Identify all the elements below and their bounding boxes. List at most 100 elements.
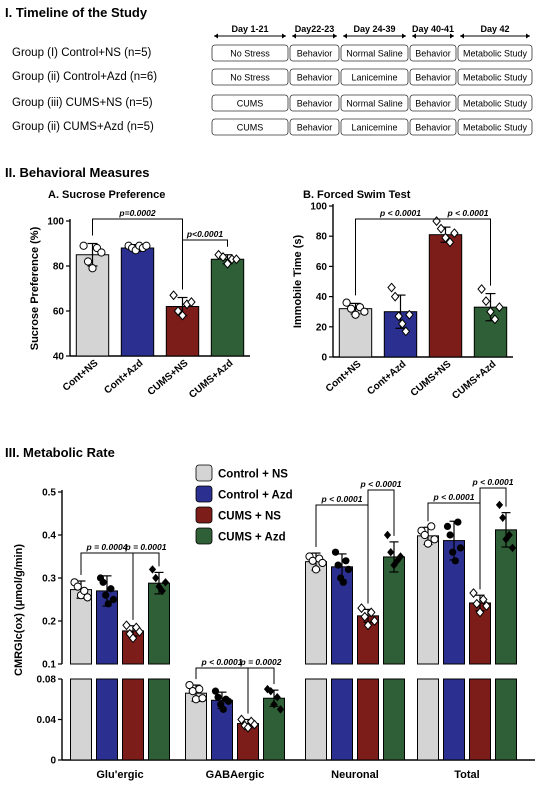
x-category-label: GABAergic: [206, 769, 265, 781]
timeline-table: Day 1-21 Day22-23 Day 24-39 Day 40-41 Day 42…: [12, 24, 533, 136]
timeline-cell-label: Behavior: [297, 123, 333, 133]
timeline-cell-label: Behavior: [297, 73, 333, 83]
y-tick-label: 0.2: [42, 617, 56, 628]
data-point: [449, 548, 457, 556]
data-point: [486, 306, 495, 317]
bar: [383, 556, 405, 665]
data-point: [436, 223, 446, 234]
data-point: [80, 586, 89, 596]
data-point: [158, 586, 166, 596]
timeline-group-label: Group (ii) Control+Azd (n=6): [12, 71, 157, 83]
timeline-cell-label: Behavior: [297, 99, 333, 109]
timeline-group-label: Group (ii) CUMS+Azd (n=5): [12, 121, 154, 133]
data-point: [423, 539, 433, 548]
metabolic-rate-chart: 0.1 0.2 0.3 0.4 0.5 0 0.04 0.08 CMRGlc(ox) (μmol…: [13, 464, 535, 781]
x-tick-label: Cont+NS: [61, 358, 101, 394]
bar: [96, 678, 118, 761]
y-tick-label: 20: [316, 322, 328, 333]
y-tick-label: 60: [53, 307, 65, 318]
data-point: [495, 500, 504, 510]
data-point: [83, 593, 92, 602]
data-point: [102, 591, 110, 599]
p-value-label: p = 0.0002: [240, 657, 282, 667]
data-point: [334, 561, 342, 569]
data-point: [191, 695, 201, 704]
data-point: [148, 565, 157, 574]
p-value-label: p < 0.0001: [360, 479, 402, 489]
data-point: [450, 228, 459, 239]
data-point: [342, 557, 350, 565]
data-point: [152, 573, 160, 583]
y-tick-label: 40: [53, 352, 65, 363]
y-tick-label: 0.04: [37, 715, 57, 726]
bar: [210, 258, 245, 357]
p-value-label: p = 0.0001: [125, 542, 167, 552]
p-value-label: p < 0.0001: [447, 208, 489, 218]
timeline-cell-label: Normal Saline: [346, 49, 403, 59]
legend-swatch: [195, 464, 213, 482]
data-point: [398, 318, 407, 329]
data-point: [250, 719, 259, 730]
timeline-period-label: Day 24-39: [353, 24, 395, 34]
significance-bracket: [479, 487, 507, 590]
timeline-cell-label: CUMS: [237, 123, 264, 133]
bar: [443, 678, 465, 761]
data-point: [339, 578, 347, 586]
data-point: [477, 284, 486, 295]
bar: [417, 535, 439, 665]
data-point: [469, 588, 478, 599]
p-value-label: p = 0.0004: [86, 542, 128, 552]
timeline-cell: [340, 94, 409, 112]
bar: [122, 678, 144, 761]
y-tick-label: 80: [53, 262, 65, 273]
x-tick-label: CUMS+NS: [409, 359, 454, 399]
data-point: [267, 686, 275, 696]
timeline-cell: [340, 118, 409, 136]
timeline-cell: [289, 68, 340, 86]
data-point: [243, 722, 253, 733]
timeline-cell: [289, 44, 340, 62]
legend-swatch: [195, 485, 213, 503]
data-point: [214, 693, 222, 701]
chart-a-title: A. Sucrose Preference: [48, 189, 165, 201]
data-point: [478, 594, 488, 605]
data-point: [79, 241, 88, 250]
y-tick-label: 40: [316, 292, 328, 303]
significance-bracket: [132, 552, 160, 620]
data-point: [169, 290, 178, 301]
timeline-section-title: I. Timeline of the Study: [5, 5, 148, 20]
significance-bracket: [367, 489, 395, 604]
data-point: [446, 531, 454, 539]
y-axis-label: Sucrose Preference (%): [29, 226, 41, 350]
significance-bracket: [247, 667, 275, 714]
bar: [305, 678, 327, 761]
bar: [469, 678, 491, 761]
data-point: [223, 258, 232, 269]
timeline-cell: [457, 68, 533, 86]
timeline-cell: [211, 68, 289, 86]
data-point: [390, 291, 400, 302]
timeline-period-label: Day 1-21: [231, 24, 268, 34]
bar: [357, 678, 379, 761]
timeline-cell: [457, 44, 533, 62]
bar: [428, 234, 463, 358]
y-tick-label: 0.5: [42, 488, 56, 499]
data-point: [481, 296, 491, 307]
y-axis-label: Immobile Time (s): [292, 235, 304, 329]
significance-bracket: [182, 239, 228, 290]
timeline-cell-label: Lanicemine: [351, 123, 397, 133]
p-value-label: p < 0.0001: [433, 492, 475, 502]
data-point: [383, 530, 392, 540]
behavior-section-title: II. Behavioral Measures: [5, 165, 150, 180]
timeline-cell-label: Normal Saline: [346, 99, 403, 109]
timeline-cell: [457, 118, 533, 136]
timeline-cell: [409, 44, 457, 62]
bar: [331, 678, 353, 761]
bar: [120, 247, 155, 357]
timeline-cell: [409, 94, 457, 112]
timeline-cell-label: Behavior: [297, 49, 333, 59]
bar: [148, 582, 170, 665]
x-tick-label: CUMS+Azd: [187, 358, 235, 401]
data-point: [456, 544, 465, 552]
data-point: [107, 585, 115, 593]
